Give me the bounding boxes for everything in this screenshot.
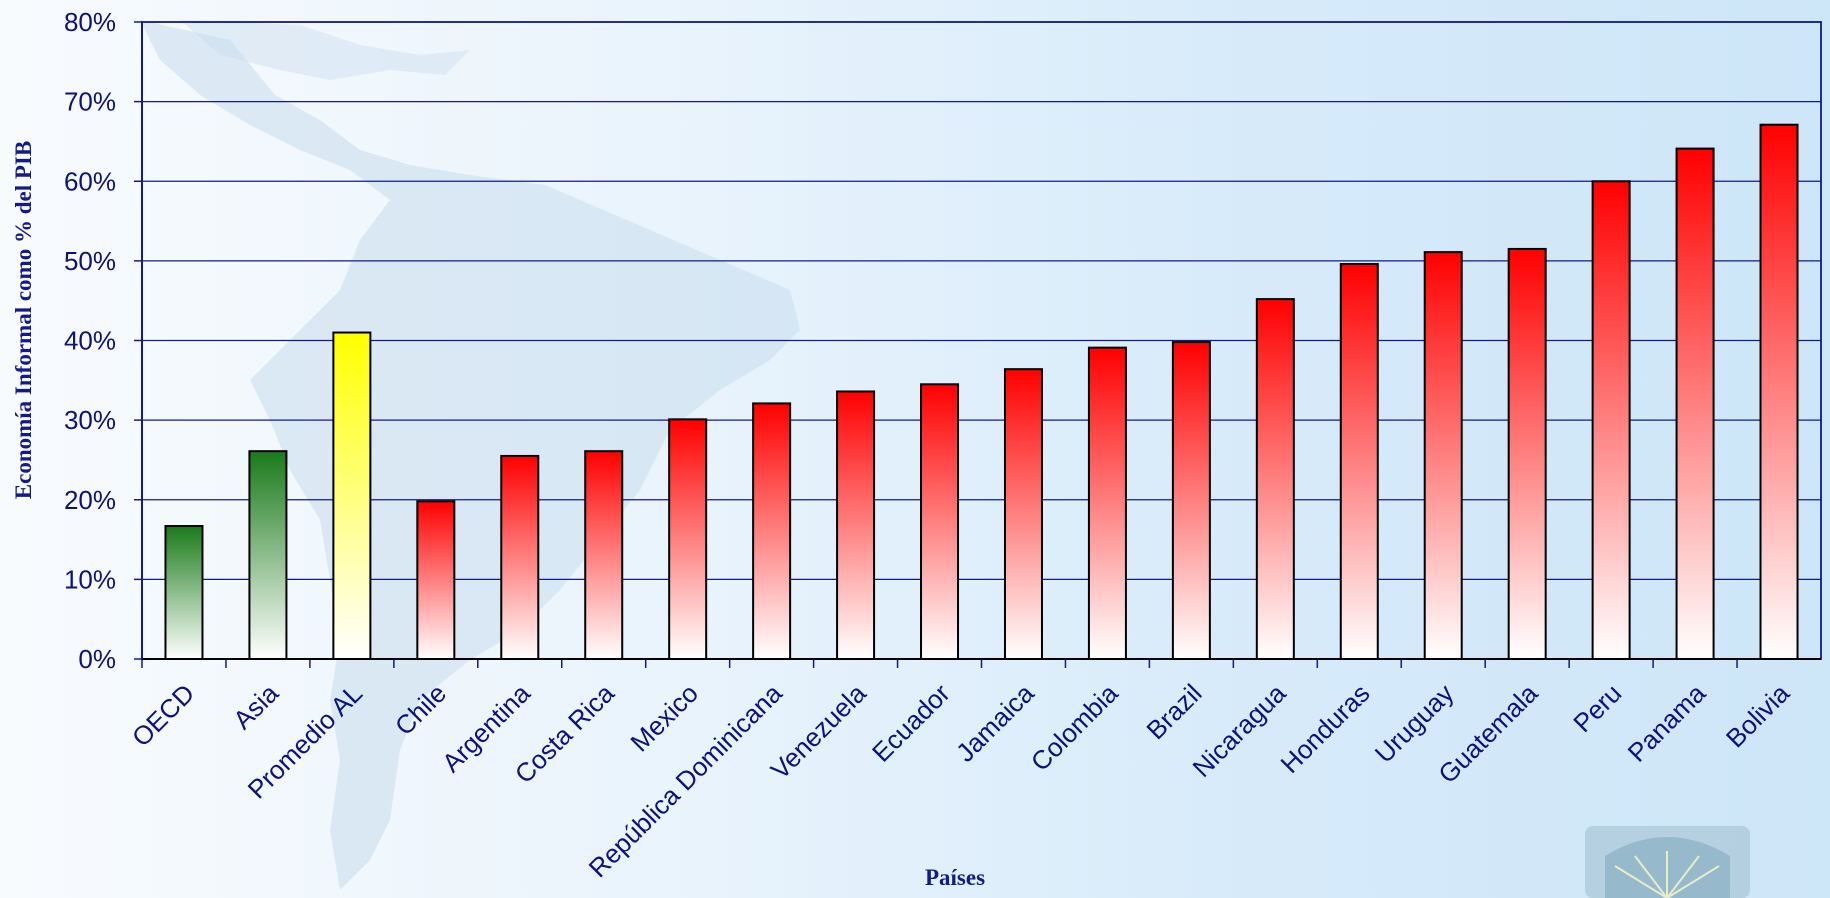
x-tick-label: Nicaragua xyxy=(1187,678,1292,783)
bar-uruguay xyxy=(1423,251,1463,661)
x-tick-label: Peru xyxy=(1567,678,1627,738)
y-axis-title: Economía Informal como % del PIB xyxy=(11,140,36,500)
bar-guatemala xyxy=(1507,247,1547,660)
bar-asia xyxy=(248,450,288,660)
bar-chile xyxy=(416,500,456,660)
x-tick-label: Colombia xyxy=(1025,678,1124,777)
y-tick-label: 0% xyxy=(78,644,116,674)
bar-honduras xyxy=(1339,263,1379,660)
bar-costa-rica xyxy=(584,450,624,660)
bar-nicaragua xyxy=(1255,298,1295,660)
y-tick-label: 30% xyxy=(64,405,116,435)
bar-peru xyxy=(1591,180,1631,660)
emblem-logo xyxy=(1585,826,1750,898)
x-tick-label: Chile xyxy=(389,678,452,741)
bar-promedio-al xyxy=(332,331,372,660)
x-tick-label: Brazil xyxy=(1140,678,1207,745)
y-tick-label: 70% xyxy=(64,87,116,117)
y-tick-label: 20% xyxy=(64,485,116,515)
y-tick-label: 40% xyxy=(64,326,116,356)
bar-ecuador xyxy=(920,383,960,660)
bar-panama xyxy=(1675,147,1715,660)
bar-bolivia xyxy=(1759,123,1799,660)
x-axis-title: Países xyxy=(924,865,986,890)
x-tick-label: Asia xyxy=(227,678,284,735)
x-tick-label: Bolivia xyxy=(1720,678,1796,754)
bar-brazil xyxy=(1171,341,1211,660)
x-tick-label: Honduras xyxy=(1275,678,1376,779)
x-tick-label: OECD xyxy=(126,678,200,752)
y-tick-label: 60% xyxy=(64,166,116,196)
bar-mexico xyxy=(668,418,708,660)
y-tick-label: 80% xyxy=(64,7,116,37)
y-tick-label: 10% xyxy=(64,564,116,594)
x-tick-label: Panama xyxy=(1622,678,1712,768)
bar-venezuela xyxy=(836,390,876,660)
bar-argentina xyxy=(500,454,540,660)
bar-jamaica xyxy=(1003,368,1043,660)
x-tick-label: Ecuador xyxy=(866,678,956,768)
y-tick-label: 50% xyxy=(64,246,116,276)
bar-colombia xyxy=(1087,346,1127,660)
x-tick-label: Mexico xyxy=(624,678,703,757)
bar-rep-blica-dominicana xyxy=(752,402,792,660)
bar-oecd xyxy=(164,525,204,660)
